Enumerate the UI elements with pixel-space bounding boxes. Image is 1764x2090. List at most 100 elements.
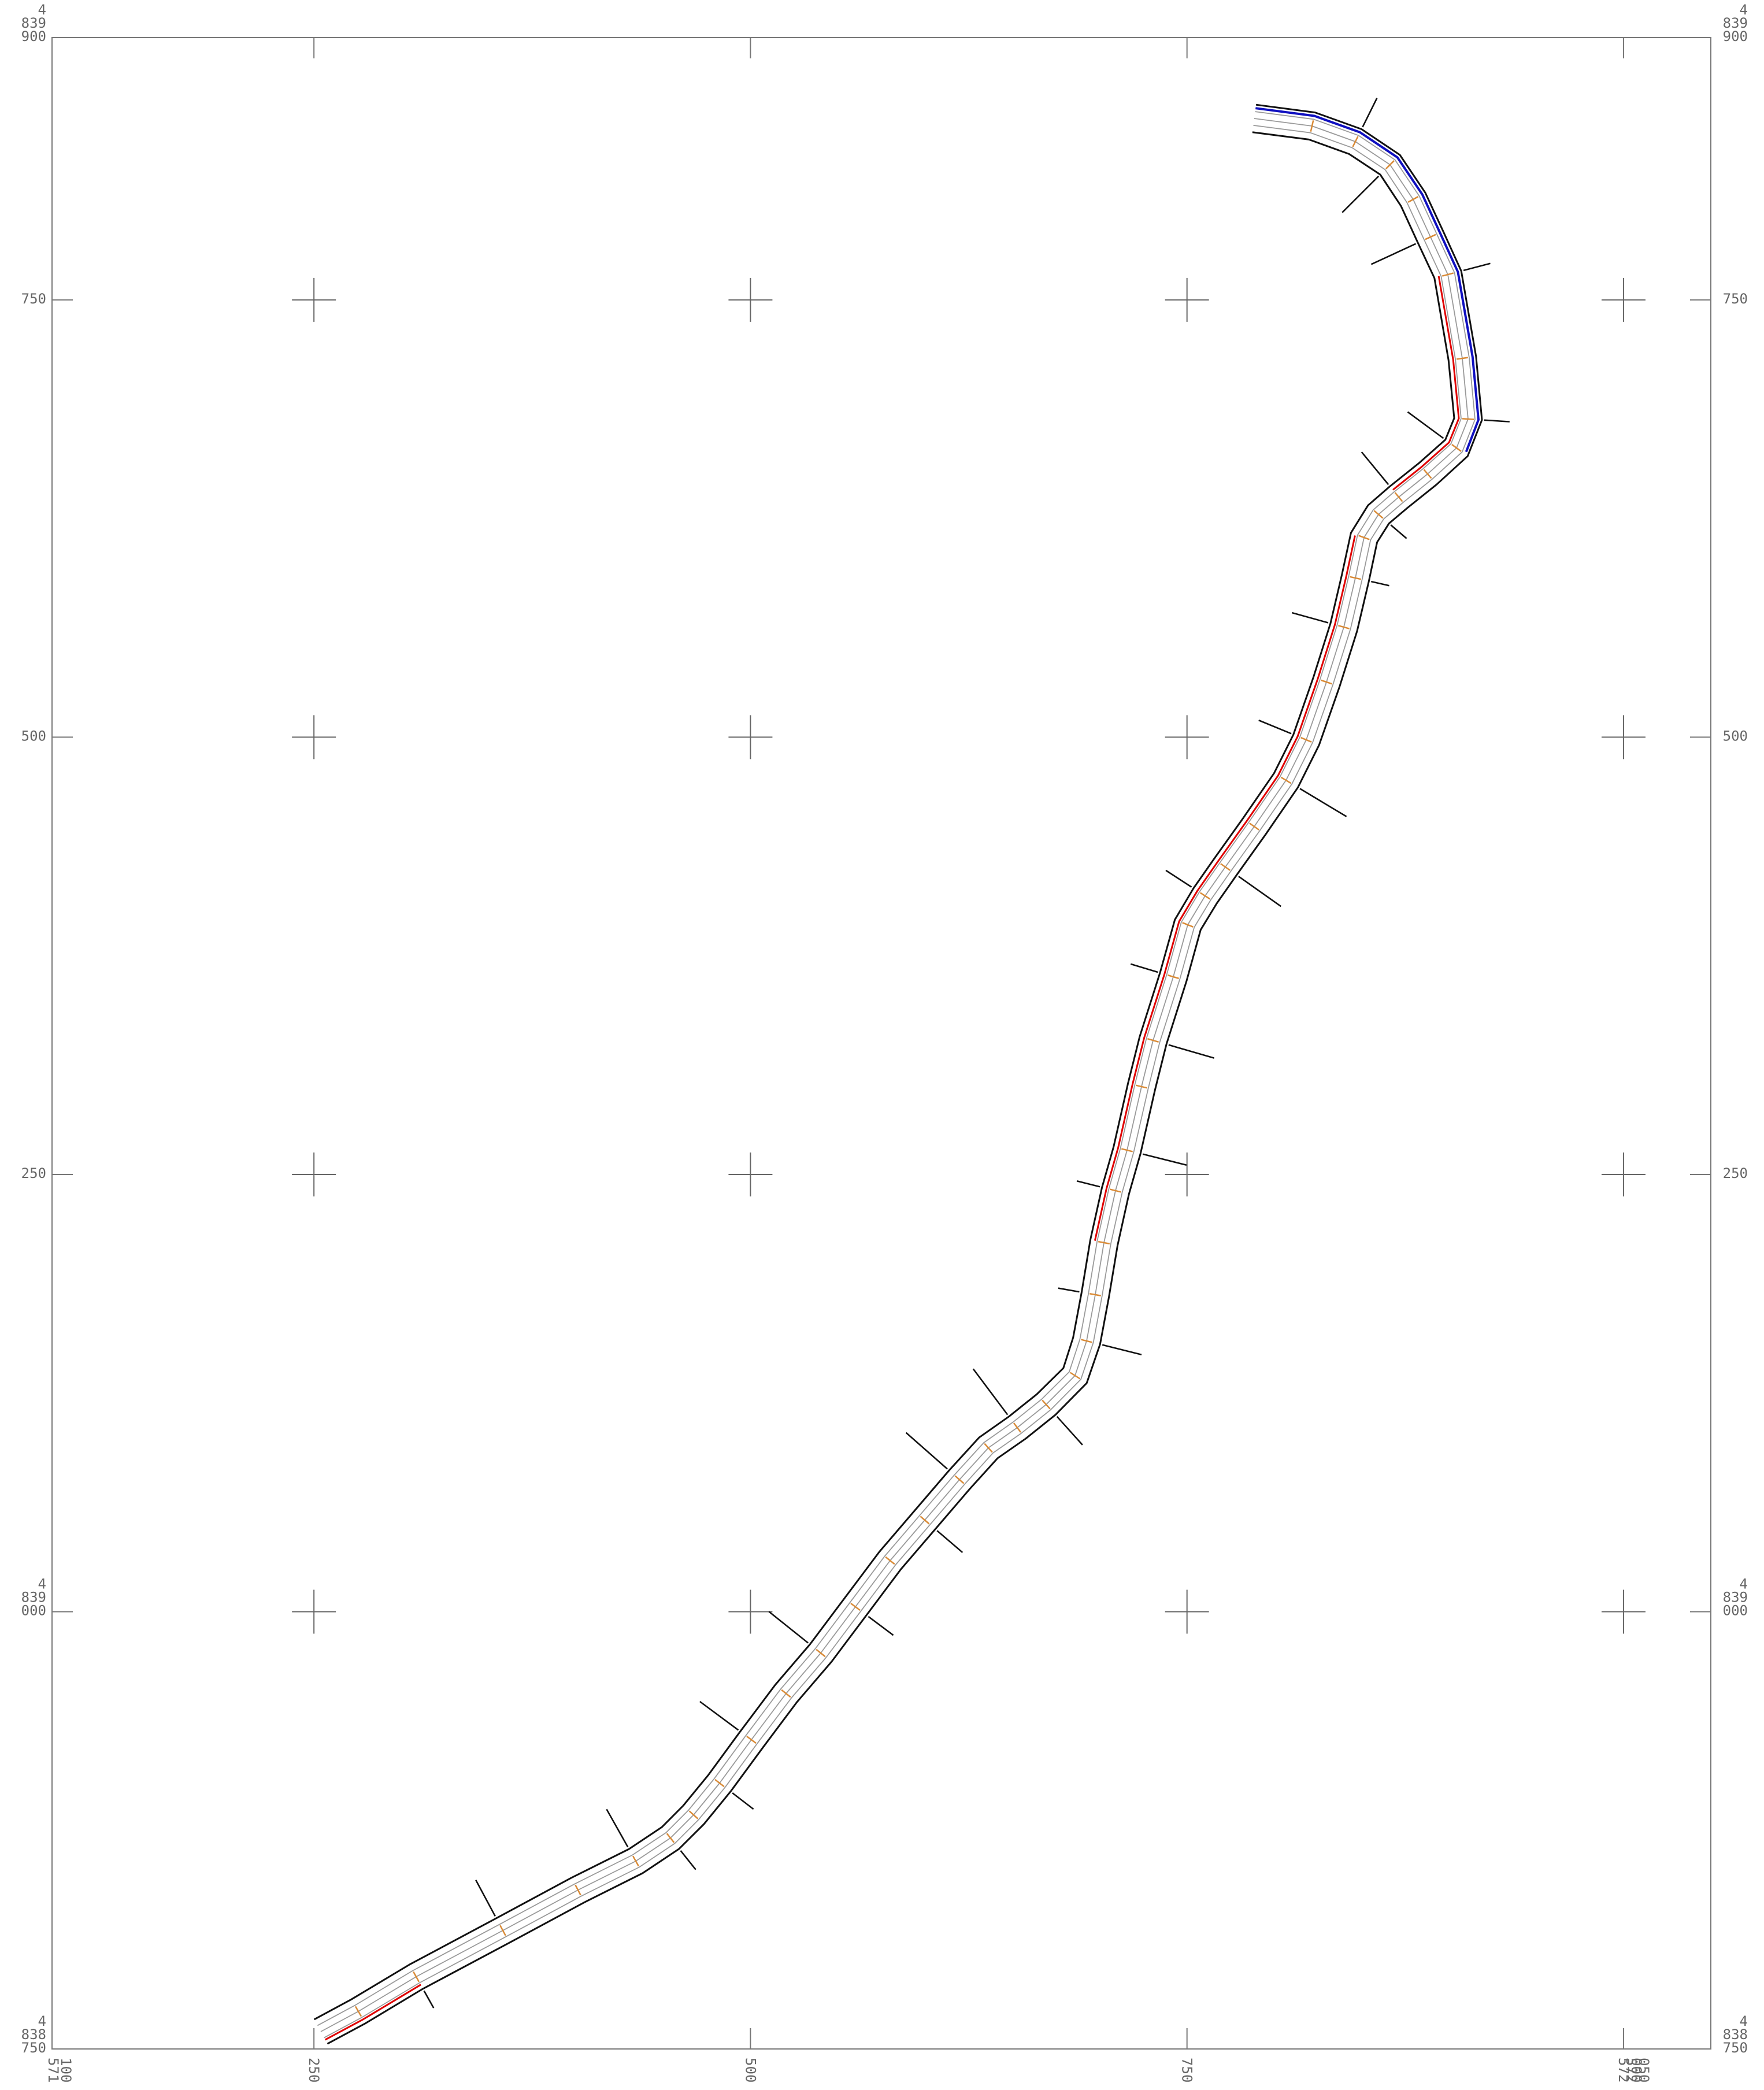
cross-section-line <box>606 1809 629 1848</box>
section-mark <box>850 1603 861 1611</box>
section-mark <box>746 1736 757 1744</box>
lane-line <box>317 125 1462 2026</box>
section-mark <box>885 1556 895 1565</box>
easting-label: 750 <box>1179 2058 1195 2082</box>
section-mark <box>1182 922 1194 928</box>
section-mark <box>1300 737 1312 743</box>
northing-label: 4 839 900 <box>21 2 46 45</box>
section-mark <box>1321 679 1332 685</box>
section-mark <box>984 1443 993 1453</box>
cross-section-line <box>768 1611 809 1644</box>
cross-section-line <box>905 1432 948 1470</box>
cross-section-line <box>1299 788 1347 817</box>
cross-section-line <box>1463 262 1491 272</box>
alert-segment <box>1392 276 1460 491</box>
grid-crosshairs <box>292 277 1646 1634</box>
northing-label: 4 838 750 <box>1723 2013 1748 2056</box>
section-mark <box>781 1689 791 1698</box>
section-mark <box>632 1855 639 1867</box>
section-mark <box>1423 469 1432 479</box>
easting-label: 000 <box>1628 2058 1644 2082</box>
cross-section-line <box>1362 98 1378 128</box>
alert-segment <box>1094 535 1356 1241</box>
section-mark <box>1407 196 1419 203</box>
section-mark <box>1358 535 1370 540</box>
cross-section-line <box>1056 1415 1083 1446</box>
section-mark <box>1089 1293 1102 1296</box>
cross-section-line <box>1076 1180 1100 1188</box>
cross-section-line <box>1165 869 1192 888</box>
section-mark <box>1042 1399 1051 1410</box>
alert-segments <box>324 276 1460 2041</box>
northing-label: 750 <box>1723 291 1748 307</box>
road-edge <box>313 131 1455 2021</box>
section-mark <box>1310 120 1314 132</box>
cross-section-line <box>1142 1153 1187 1166</box>
section-mark <box>354 2006 362 2017</box>
cross-section-line <box>1102 1344 1142 1356</box>
section-mark <box>1080 1339 1093 1343</box>
easting-corner-label: 571 <box>45 2058 61 2082</box>
lane-line <box>324 111 1476 2039</box>
cross-section-line <box>1390 524 1407 539</box>
section-mark <box>1168 974 1179 980</box>
section-mark <box>1147 1038 1159 1043</box>
cross-section-line <box>1130 963 1158 973</box>
cross-section-line <box>1258 719 1292 735</box>
section-mark <box>714 1778 725 1788</box>
cross-section-line <box>1058 1287 1080 1293</box>
section-mark <box>499 1925 506 1936</box>
road-edge <box>327 103 1483 2045</box>
section-mark <box>1338 625 1350 629</box>
section-mark <box>1280 776 1292 784</box>
lane-line <box>320 118 1469 2032</box>
easting-corner-label: 100 <box>58 2058 74 2082</box>
easting-corner-label: 572 <box>1623 2058 1639 2082</box>
northing-label: 500 <box>21 728 46 744</box>
section-mark <box>1373 510 1384 519</box>
section-mark <box>1220 863 1231 871</box>
section-mark <box>1451 444 1462 452</box>
cross-section-line <box>475 1880 496 1917</box>
northing-label: 4 838 750 <box>21 2013 46 2056</box>
easting-corner-label: 050 <box>1636 2058 1652 2082</box>
cross-section-line <box>680 1850 696 1870</box>
section-mark <box>1394 492 1403 502</box>
easting-label: 500 <box>742 2058 758 2082</box>
cross-section-line <box>1371 580 1389 587</box>
reinforced-segments <box>1255 107 1480 453</box>
section-mark <box>1135 1084 1148 1089</box>
cross-section-line <box>1407 411 1444 439</box>
cross-section-line <box>1238 876 1282 907</box>
alert-segment <box>324 1984 421 2041</box>
cross-section-line <box>699 1700 739 1731</box>
section-mark <box>1109 1188 1122 1193</box>
section-mark <box>1199 892 1211 900</box>
easting-label: 572 <box>1615 2058 1632 2082</box>
northing-label: 500 <box>1723 728 1748 744</box>
northing-label: 4 839 900 <box>1723 2 1748 45</box>
section-mark <box>1121 1148 1133 1153</box>
cross-section-line <box>423 1990 435 2009</box>
section-mark <box>1462 418 1474 420</box>
map-frame <box>51 37 1711 2050</box>
cross-section-line <box>1361 451 1389 486</box>
coordinate-labels: 4 839 900 4 839 900 750 750 500 500 250 250 4 839 000 4… <box>21 2 1748 2082</box>
section-mark <box>1349 576 1362 580</box>
road-alignment <box>313 98 1510 2045</box>
section-mark <box>954 1475 965 1484</box>
easting-label: 250 <box>306 2058 322 2082</box>
section-mark <box>1249 822 1259 831</box>
cross-section-line <box>868 1615 894 1636</box>
section-mark <box>1442 272 1454 277</box>
cross-section-line <box>1341 175 1380 213</box>
cross-section-line <box>1370 243 1417 265</box>
northing-label: 750 <box>21 291 46 307</box>
section-mark <box>816 1648 826 1658</box>
reinforced-segment <box>1255 107 1480 453</box>
section-mark <box>1098 1240 1110 1245</box>
section-mark <box>920 1515 930 1525</box>
cross-section-line <box>936 1530 963 1553</box>
section-mark <box>413 1971 420 1982</box>
